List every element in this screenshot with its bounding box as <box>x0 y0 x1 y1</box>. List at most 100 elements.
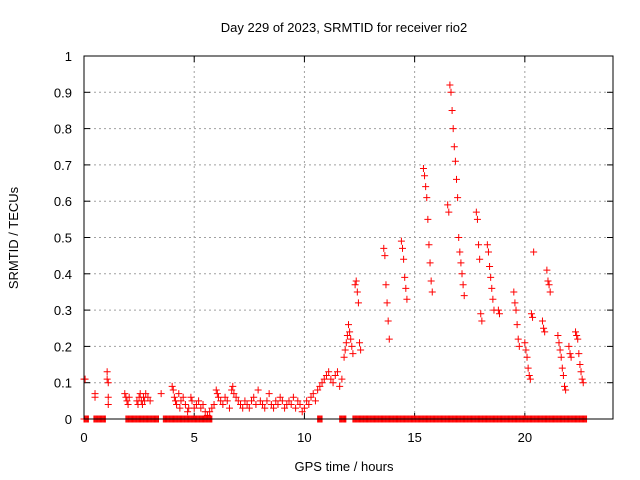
data-point <box>245 404 253 412</box>
data-point <box>523 353 531 361</box>
data-point <box>384 317 392 325</box>
data-point <box>494 306 502 314</box>
data-point <box>345 321 352 329</box>
data-point <box>357 346 365 354</box>
data-point <box>444 201 452 209</box>
data-point <box>458 270 466 278</box>
data-point <box>138 400 146 408</box>
data-point <box>572 328 580 336</box>
data-point <box>91 393 99 401</box>
data-point <box>346 328 354 336</box>
data-point <box>252 400 260 408</box>
data-point <box>578 375 586 383</box>
data-point <box>453 175 461 183</box>
data-point <box>309 390 317 398</box>
data-point <box>276 393 284 401</box>
data-point <box>248 397 256 405</box>
y-tick-label: 0.5 <box>54 231 72 246</box>
data-point <box>447 88 455 96</box>
data-point <box>422 183 430 191</box>
data-point <box>232 393 240 401</box>
data-point <box>561 382 569 390</box>
data-point <box>541 328 549 336</box>
data-point <box>184 408 192 416</box>
data-point <box>427 277 435 285</box>
data-point <box>265 390 273 398</box>
data-point <box>176 404 184 412</box>
data-point <box>565 342 573 350</box>
data-point <box>559 371 567 379</box>
data-point <box>576 361 584 369</box>
data-point <box>486 263 494 271</box>
data-point <box>556 346 564 354</box>
data-point <box>566 350 574 358</box>
data-point <box>421 172 429 180</box>
data-point <box>515 342 523 350</box>
data-point <box>333 368 341 376</box>
data-point <box>190 404 198 412</box>
data-point <box>555 339 563 347</box>
data-point <box>289 393 297 401</box>
y-tick-label: 0.7 <box>54 158 72 173</box>
data-point <box>343 332 351 340</box>
data-point <box>250 393 258 401</box>
x-tick-label: 20 <box>518 430 532 445</box>
data-point <box>213 390 221 398</box>
data-point <box>261 404 269 412</box>
y-tick-label: 1 <box>65 49 72 64</box>
y-tick-label: 0.4 <box>54 267 72 282</box>
data-point <box>525 371 533 379</box>
data-point <box>526 375 534 383</box>
data-point <box>426 259 434 267</box>
data-point <box>311 397 319 405</box>
data-point <box>146 397 154 405</box>
data-point <box>192 400 200 408</box>
data-point <box>234 397 242 405</box>
data-point <box>512 306 520 314</box>
data-point <box>327 375 335 383</box>
data-point <box>545 281 553 289</box>
data-point <box>169 386 177 394</box>
data-point <box>103 375 111 383</box>
data-point <box>451 157 459 165</box>
data-point <box>125 393 133 401</box>
data-point <box>314 386 322 394</box>
data-point <box>514 335 522 343</box>
data-point <box>298 408 306 416</box>
data-point <box>197 404 205 412</box>
y-tick-label: 0.9 <box>54 85 72 100</box>
data-point <box>522 346 530 354</box>
data-point <box>457 259 465 267</box>
data-point <box>331 371 339 379</box>
data-point <box>575 350 583 358</box>
data-point <box>104 400 112 408</box>
data-point <box>104 379 112 387</box>
data-point <box>296 400 304 408</box>
data-point <box>325 368 333 376</box>
data-point <box>157 390 165 398</box>
data-point <box>577 368 585 376</box>
data-point <box>270 404 278 412</box>
data-point <box>538 317 546 325</box>
data-point <box>354 299 362 307</box>
data-point <box>446 81 454 89</box>
data-point <box>142 390 150 398</box>
data-point <box>303 397 311 405</box>
data-point <box>217 397 225 405</box>
data-point <box>380 244 388 252</box>
data-point <box>144 393 152 401</box>
y-tick-label: 0.8 <box>54 122 72 137</box>
data-point <box>527 310 535 318</box>
data-point <box>521 339 529 347</box>
y-tick-label: 0.1 <box>54 376 72 391</box>
data-point <box>287 400 295 408</box>
data-point <box>103 368 111 376</box>
grid-lines <box>84 56 613 419</box>
data-point <box>199 400 207 408</box>
data-point <box>212 386 220 394</box>
data-point <box>460 292 468 300</box>
data-point <box>285 397 293 405</box>
data-point <box>351 281 359 289</box>
data-point <box>529 313 537 321</box>
data-point <box>385 335 393 343</box>
